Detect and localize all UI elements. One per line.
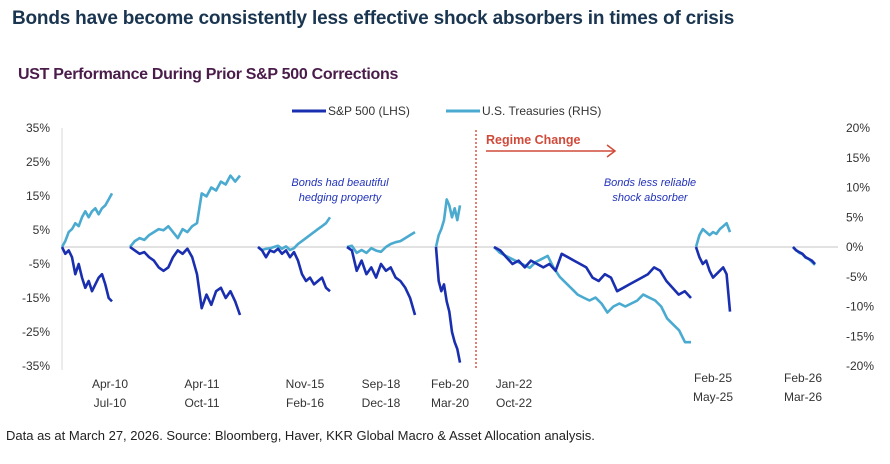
- annotation-right-line1: Bonds less reliable: [604, 177, 696, 189]
- left-tick-label: -25%: [22, 325, 50, 339]
- right-tick-label: -5%: [846, 270, 868, 284]
- chart-title: UST Performance During Prior S&P 500 Cor…: [18, 66, 399, 83]
- sp500-series-line: [694, 246, 732, 312]
- headline: Bonds have become consistently less effe…: [12, 8, 735, 29]
- x-axis-label: Jan-22: [496, 377, 533, 391]
- source-note: Data as at March 27, 2026. Source: Bloom…: [6, 428, 595, 443]
- annotation-left-line1: Bonds had beautiful: [291, 177, 389, 189]
- x-axis-label: Mar-26: [784, 390, 822, 404]
- left-tick-label: -5%: [29, 257, 51, 271]
- ust-series-line: [257, 216, 332, 252]
- arrow-head-icon: [606, 144, 617, 158]
- right-tick-label: -15%: [846, 329, 874, 343]
- right-tick-label: 0%: [846, 240, 864, 254]
- x-axis-label: Feb-16: [286, 396, 324, 410]
- legend-label-sp500: S&P 500 (LHS): [328, 104, 410, 118]
- x-axis-label: Oct-11: [184, 396, 219, 410]
- x-axis-label: Jul-10: [94, 396, 127, 410]
- left-tick-label: 35%: [26, 121, 50, 135]
- series-group: [60, 174, 816, 363]
- right-tick-label: -10%: [846, 300, 874, 314]
- right-tick-label: 10%: [846, 181, 870, 195]
- ust-series-line: [60, 192, 114, 248]
- right-axis-ticks: 20% 15% 10% 5% 0% -5% -10% -15% -20%: [846, 121, 874, 373]
- ust-series-line: [434, 198, 462, 248]
- x-axis-label: Feb-25: [694, 371, 732, 385]
- x-axis-labels: Apr-10 Jul-10 Apr-11 Oct-11 Nov-15 Feb-16 Sep-…: [92, 371, 822, 410]
- sp500-series-line: [60, 246, 113, 303]
- ust-series-line: [346, 230, 416, 255]
- right-tick-label: 20%: [846, 121, 870, 135]
- regime-change-label: Regime Change: [486, 133, 581, 147]
- sp500-series-line: [129, 245, 242, 316]
- x-axis-label: Nov-15: [286, 377, 325, 391]
- left-tick-label: -35%: [22, 359, 50, 373]
- left-tick-label: 5%: [33, 223, 51, 237]
- legend: S&P 500 (LHS) U.S. Treasuries (RHS): [292, 104, 601, 118]
- x-axis-label: Dec-18: [362, 396, 401, 410]
- x-axis-label: Mar-20: [431, 396, 469, 410]
- right-tick-label: 15%: [846, 151, 870, 165]
- legend-label-ust: U.S. Treasuries (RHS): [482, 104, 601, 118]
- sp500-series-line: [257, 246, 331, 293]
- right-tick-label: -20%: [846, 359, 874, 373]
- left-tick-label: 25%: [26, 155, 50, 169]
- right-tick-label: 5%: [846, 210, 864, 224]
- ust-series-line: [128, 174, 242, 248]
- left-axis-ticks: 35% 25% 15% 5% -5% -15% -25% -35%: [22, 121, 50, 373]
- sp500-series-line: [493, 245, 692, 299]
- ust-series-line: [694, 221, 732, 248]
- annotation-left-line2: hedging property: [299, 192, 383, 204]
- x-axis-label: Feb-20: [431, 377, 469, 391]
- sp500-series-line: [434, 246, 462, 363]
- x-axis-label: Feb-26: [784, 371, 822, 385]
- left-tick-label: 15%: [26, 189, 50, 203]
- x-axis-label: Apr-11: [184, 377, 219, 391]
- left-tick-label: -15%: [22, 291, 50, 305]
- x-axis-label: Sep-18: [362, 377, 401, 391]
- annotation-right-line2: shock absorber: [612, 192, 689, 204]
- x-axis-label: May-25: [693, 390, 733, 404]
- x-axis-label: Apr-10: [92, 377, 128, 391]
- sp500-series-line: [346, 245, 417, 316]
- ust-series-line: [493, 246, 691, 344]
- x-axis-label: Oct-22: [496, 396, 532, 410]
- sp500-series-line: [792, 246, 816, 265]
